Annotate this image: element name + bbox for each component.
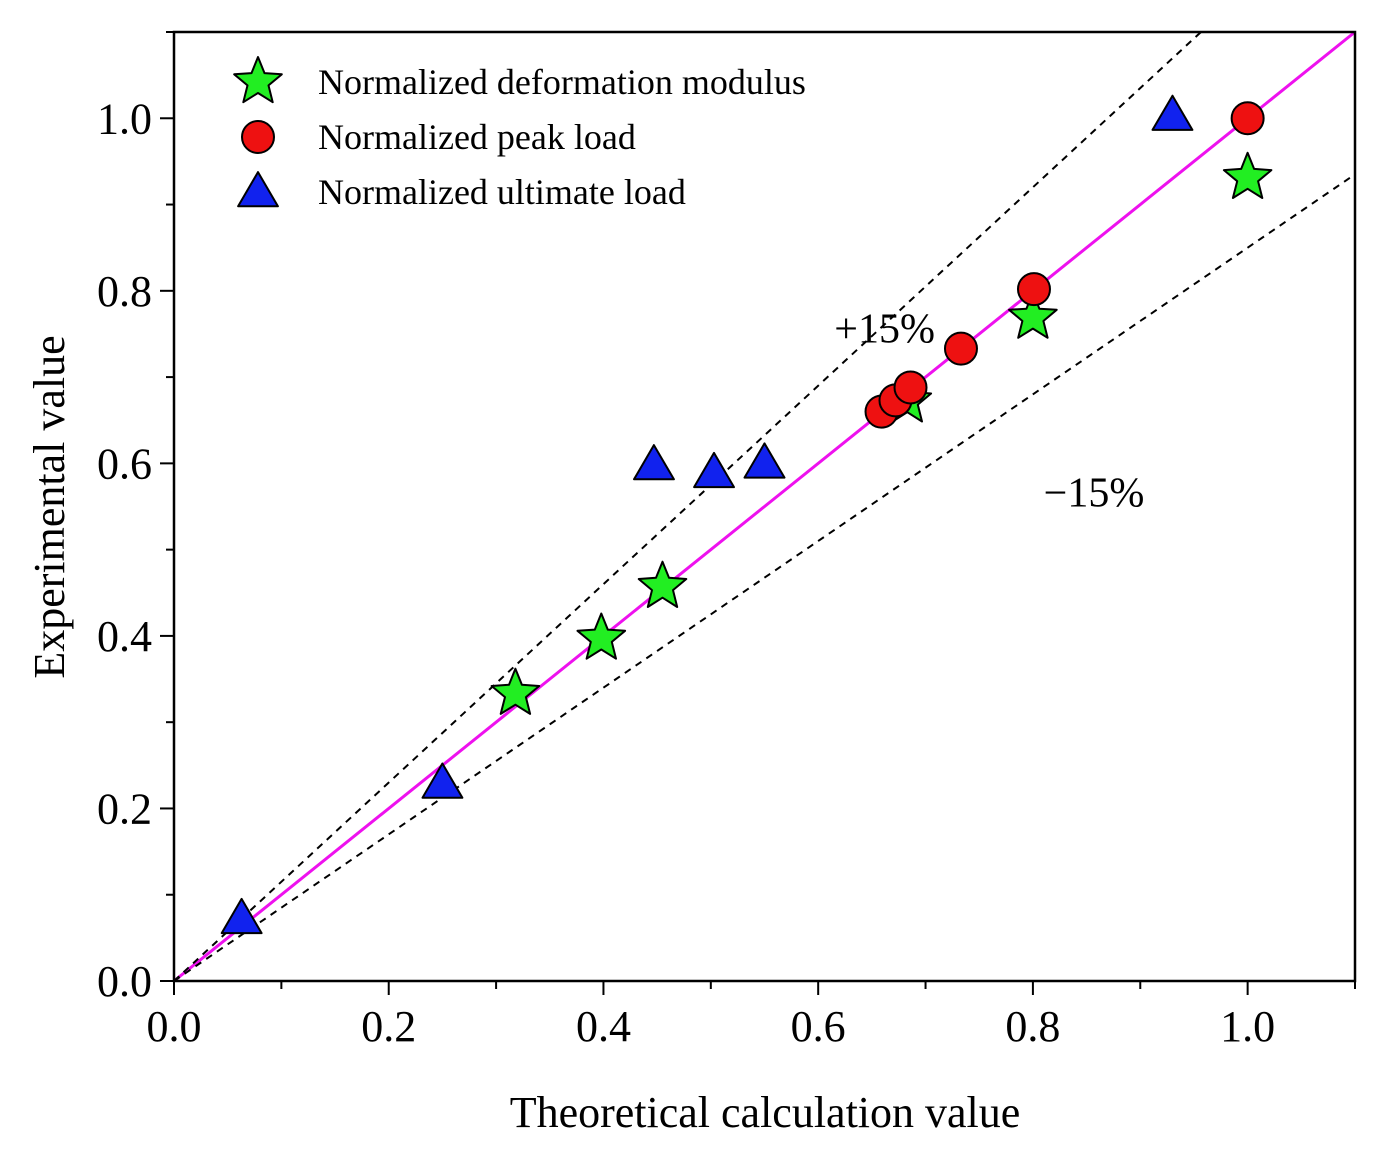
plot-frame <box>172 30 1357 983</box>
identity-line <box>174 32 1355 981</box>
x-tick-label: 0.4 <box>576 1002 631 1051</box>
legend-label: Normalized peak load <box>318 117 636 157</box>
x-tick-label: 1.0 <box>1220 1002 1275 1051</box>
data-points <box>220 94 1273 935</box>
normalized-ultimate-load-point <box>743 442 786 479</box>
legend-marker-triangle <box>237 171 279 208</box>
legend-label: Normalized deformation modulus <box>318 62 806 102</box>
normalized-deformation-modulus-point <box>490 667 541 715</box>
legend: Normalized deformation modulus Normalized… <box>233 56 806 212</box>
legend-marker-circle <box>241 120 275 154</box>
legend-label: Normalized ultimate load <box>318 172 686 212</box>
y-tick-label: 0.6 <box>97 439 152 488</box>
normalized-deformation-modulus-point <box>637 560 688 608</box>
annotations: +15% −15% <box>834 307 1144 517</box>
normalized-ultimate-load-point <box>1151 94 1194 131</box>
normalized-deformation-modulus-point <box>1222 151 1273 199</box>
y-tick-label: 1.0 <box>97 94 152 143</box>
normalized-ultimate-load-point <box>633 444 675 481</box>
reference-line-15 <box>174 173 1355 981</box>
y-tick-label: 0.0 <box>97 957 152 1006</box>
y-axis-title: Experimental value <box>25 335 74 678</box>
reference-line-15 <box>174 32 1203 981</box>
normalized-peak-load-point <box>893 370 928 405</box>
normalized-deformation-modulus-point <box>576 612 627 660</box>
y-tick-label: 0.2 <box>97 784 152 833</box>
normalized-peak-load-point <box>943 331 978 366</box>
normalized-peak-load-point <box>1016 272 1051 307</box>
axes: 0.0 0.2 0.4 0.6 0.8 1.0 0.0 0.2 0.4 0.6 0.8 1.0 <box>97 30 1357 1051</box>
normalized-ultimate-load-point <box>220 897 263 935</box>
normalized-ultimate-load-point <box>693 451 735 489</box>
normalized-ultimate-load-point <box>421 762 464 799</box>
x-tick-label: 0.8 <box>1005 1002 1060 1051</box>
y-tick-label: 0.4 <box>97 612 152 661</box>
plus-15-label: +15% <box>834 307 935 353</box>
normalized-peak-load-point <box>1230 101 1265 136</box>
legend-marker-star <box>233 56 283 104</box>
reference-lines <box>174 32 1355 981</box>
x-tick-label: 0.0 <box>147 1002 202 1051</box>
y-tick-label: 0.8 <box>97 267 152 316</box>
normalized-deformation-modulus-point <box>1008 291 1058 339</box>
x-axis-title: Theoretical calculation value <box>510 1088 1021 1137</box>
minus-15-label: −15% <box>1044 471 1145 517</box>
x-tick-label: 0.2 <box>361 1002 416 1051</box>
x-tick-label: 0.6 <box>791 1002 846 1051</box>
